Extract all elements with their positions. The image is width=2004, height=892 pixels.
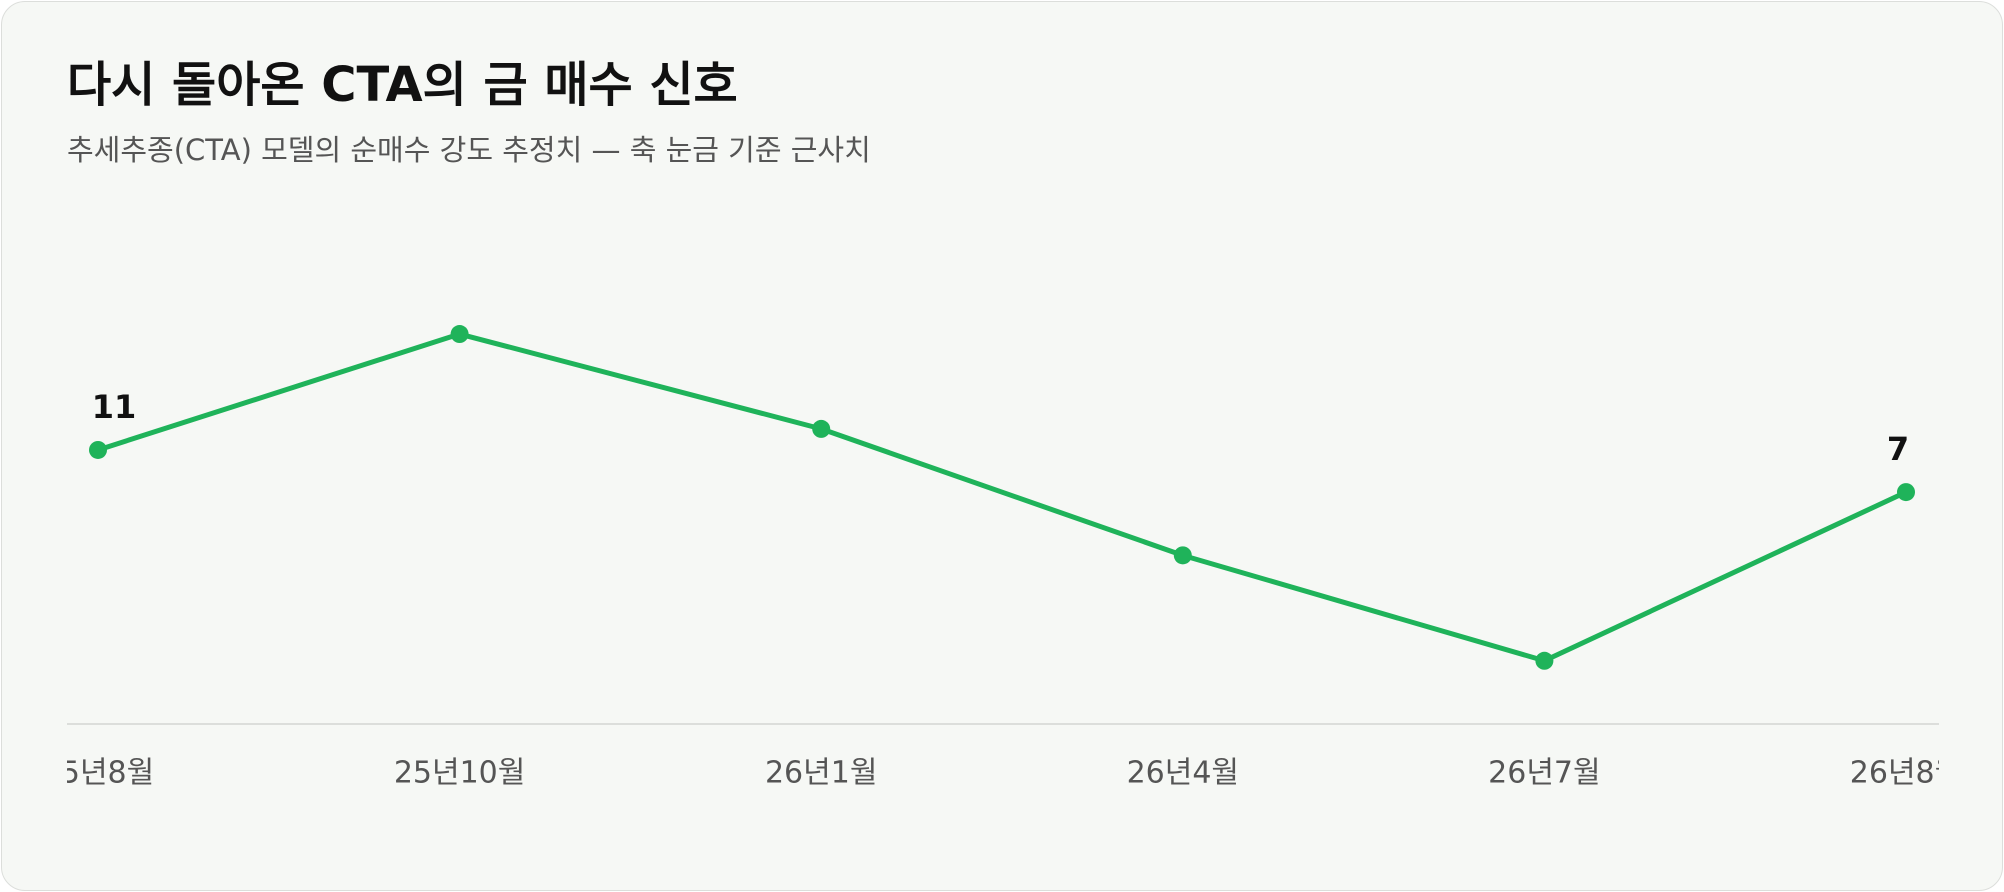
x-tick-label: 25년8월	[42, 756, 154, 791]
data-point	[1535, 651, 1554, 670]
x-tick-label: 26년4월	[1127, 756, 1239, 791]
x-tick-label: 26년1월	[765, 756, 877, 791]
x-tick-label: 25년10월	[394, 756, 526, 791]
data-point	[89, 440, 107, 459]
x-axis-labels: 25년8월 25년10월 26년1월 26년4월 26년7월 26년8월	[42, 756, 1962, 791]
data-point	[1897, 483, 1915, 502]
chart-subtitle: 추세추종(CTA) 모델의 순매수 강도 추정치 — 축 눈금 기준 근사치	[67, 133, 871, 167]
data-point	[1173, 546, 1192, 565]
plot-area: 11 7	[89, 325, 1915, 670]
chart-title: 다시 돌아온 CTA의 금 매수 신호	[67, 57, 738, 113]
data-label: 11	[92, 388, 137, 426]
x-tick-label: 26년7월	[1488, 756, 1600, 791]
data-point	[450, 325, 469, 344]
data-label: 7	[1887, 430, 1909, 468]
data-point	[812, 419, 831, 438]
data-line	[97, 331, 1908, 664]
x-tick-label: 26년8월	[1850, 756, 1962, 791]
